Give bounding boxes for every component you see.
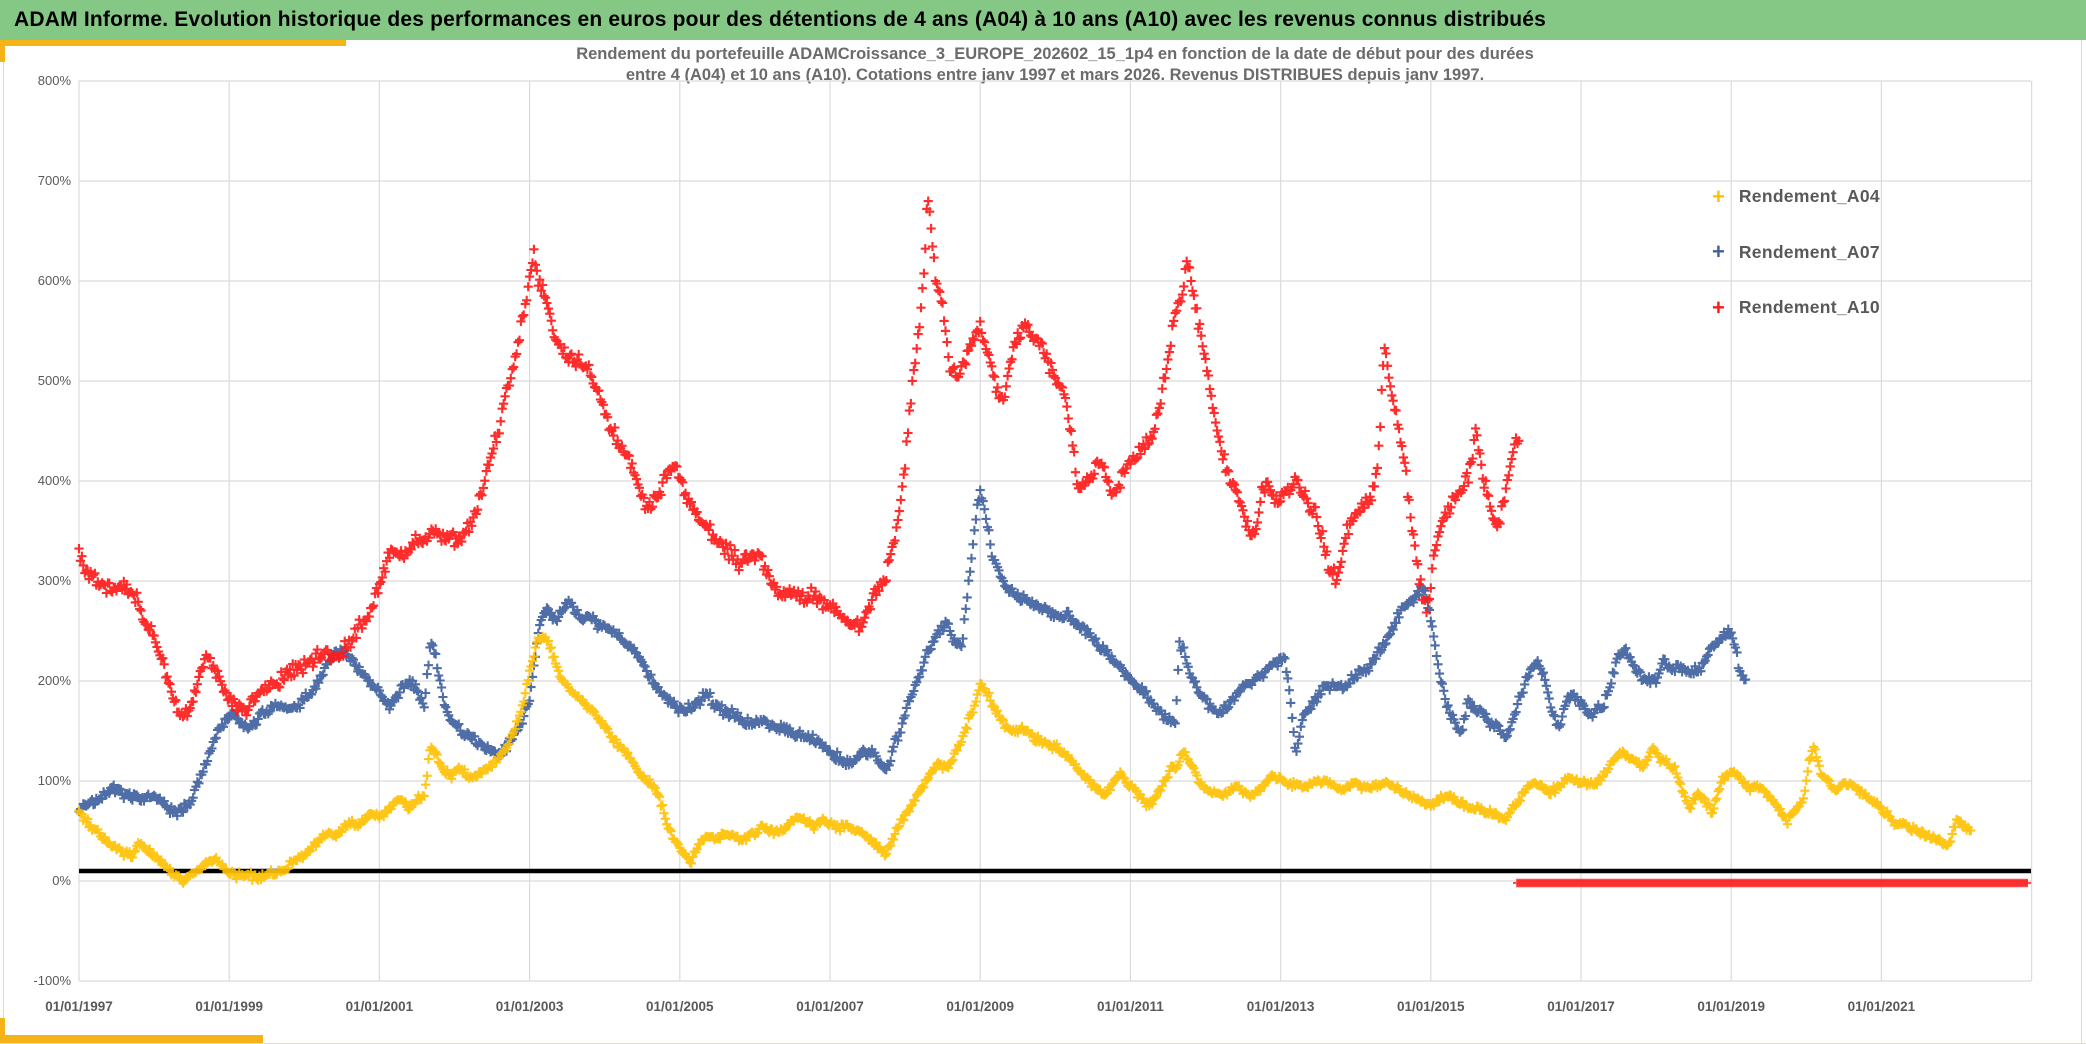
legend-label: Rendement_A07 (1738, 241, 1880, 262)
x-axis-label: 01/01/2003 (495, 999, 564, 1014)
gold-border-top (0, 40, 346, 46)
x-axis-label: 01/01/2015 (1397, 999, 1465, 1014)
y-axis-label: 300% (37, 573, 71, 588)
x-axis-label: 01/01/2017 (1547, 999, 1615, 1014)
series-rendement_a10 (74, 196, 1524, 722)
frame-left-line (3, 62, 4, 1018)
legend-item-rendement_a04[interactable]: + Rendement_A04 (1712, 183, 1880, 209)
y-axis-label: 200% (37, 673, 71, 688)
y-axis-label: 700% (37, 173, 71, 188)
x-axis-label: 01/01/1999 (195, 999, 263, 1014)
x-axis-label: 01/01/2005 (646, 999, 714, 1014)
gold-border-bottom (0, 1035, 263, 1043)
x-axis-label: 01/01/2009 (946, 999, 1014, 1014)
series-rendement_a04 (74, 631, 1976, 888)
x-axis-label: 01/01/2013 (1246, 999, 1315, 1014)
legend-item-rendement_a07[interactable]: + Rendement_A07 (1712, 239, 1880, 264)
legend-plus-marker-icon: + (1712, 239, 1725, 264)
chart-title: Rendement du portefeuille ADAMCroissance… (79, 44, 2031, 86)
chart-title-line2: entre 4 (A04) et 10 ans (A10). Cotations… (625, 66, 1485, 84)
series-rendement_a10-flat-markers (1513, 878, 2032, 888)
y-axis-label: 500% (37, 373, 71, 388)
y-axis-label: 0% (52, 873, 71, 888)
y-axis-label: 100% (37, 773, 71, 788)
gold-border-left-top (0, 40, 5, 62)
gold-border-left-bottom (0, 1018, 5, 1043)
chart-title-line1: Rendement du portefeuille ADAMCroissance… (576, 45, 1534, 63)
y-axis-label: 400% (37, 473, 71, 488)
frame-right-line (2081, 40, 2082, 1043)
x-axis-label: 01/01/2001 (345, 999, 414, 1014)
gridlines (78, 80, 2033, 982)
x-axis-label: 01/01/2011 (1096, 999, 1164, 1014)
x-axis-label: 01/01/1997 (45, 999, 113, 1014)
legend-plus-marker-icon: + (1712, 294, 1725, 320)
y-axis-label: 800% (37, 73, 71, 88)
legend-item-rendement_a10[interactable]: + Rendement_A10 (1712, 294, 1880, 320)
legend-label: Rendement_A10 (1738, 297, 1880, 317)
x-axis-label: 01/01/2021 (1847, 999, 1916, 1014)
x-axis-label: 01/01/2019 (1697, 999, 1765, 1014)
title-bar: ADAM Informe. Evolution historique des p… (0, 0, 2086, 40)
page-title: ADAM Informe. Evolution historique des p… (14, 8, 1547, 31)
x-axis-label: 01/01/2007 (796, 999, 864, 1014)
y-axis-label: 600% (37, 273, 71, 288)
legend-plus-marker-icon: + (1712, 183, 1725, 209)
y-axis-label: -100% (33, 973, 71, 988)
legend-label: Rendement_A04 (1738, 186, 1880, 206)
